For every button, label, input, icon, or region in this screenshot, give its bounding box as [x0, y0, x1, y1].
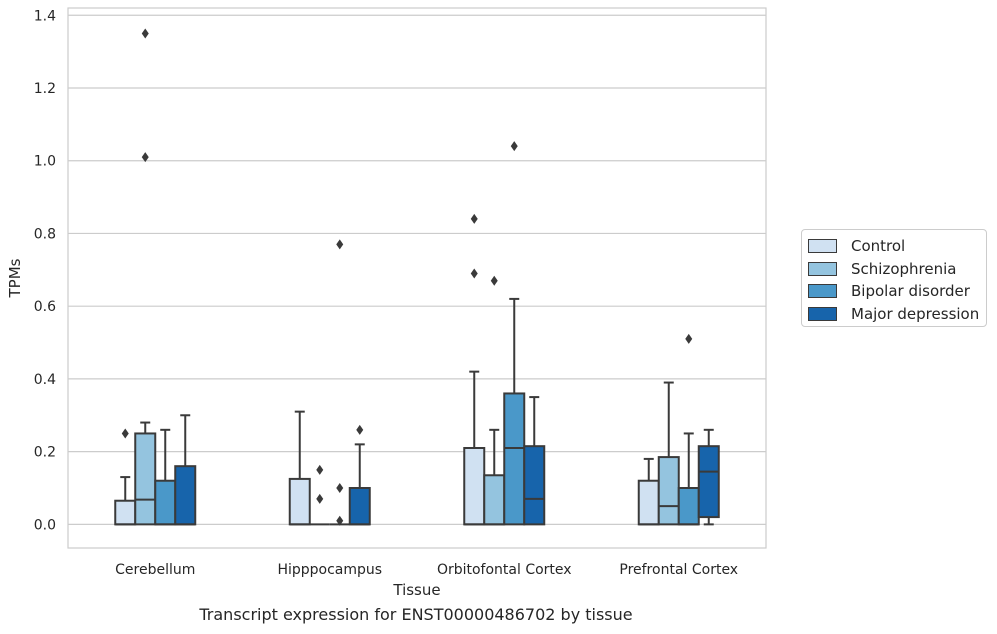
box	[657, 456, 680, 526]
outlier-point	[121, 428, 129, 439]
box	[174, 465, 197, 526]
box-major-depression-2	[523, 396, 546, 526]
box	[483, 474, 506, 526]
box-schizophrenia-0	[134, 28, 157, 526]
outlier-point	[336, 483, 344, 493]
outlier-point	[336, 515, 344, 526]
x-tick-label: Orbitofontal Cortex	[437, 562, 572, 578]
legend-swatch	[808, 261, 837, 276]
box	[503, 392, 526, 526]
box	[637, 479, 660, 526]
legend-label: Schizophrenia	[851, 259, 957, 278]
outlier-point	[141, 152, 149, 163]
y-tick-label: 0.0	[34, 517, 56, 533]
outlier-point	[316, 464, 324, 475]
y-tick-label: 0.8	[34, 226, 56, 242]
box-bipolar-disorder-1	[329, 239, 350, 526]
legend-swatch	[808, 239, 837, 254]
outlier-point	[470, 213, 478, 224]
legend-item: Bipolar disorder	[802, 280, 986, 303]
y-axis-label: TPMs	[6, 258, 24, 298]
outlier-point	[470, 268, 478, 279]
outlier-point	[490, 275, 498, 286]
outlier-point	[356, 424, 364, 435]
box-major-depression-0	[174, 414, 197, 526]
legend-item: Schizophrenia	[802, 258, 986, 281]
y-tick-label: 0.2	[34, 445, 56, 461]
legend-swatch	[808, 306, 837, 321]
legend-label: Control	[851, 237, 906, 256]
box-control-1	[288, 410, 311, 526]
outlier-point	[141, 28, 149, 39]
box	[288, 477, 311, 526]
legend-item: Control	[802, 235, 986, 258]
outlier-point	[685, 333, 693, 344]
box-control-3	[637, 457, 660, 526]
legend-label: Bipolar disorder	[851, 282, 970, 301]
y-tick-label: 1.2	[34, 81, 56, 97]
box-schizophrenia-1	[309, 464, 330, 526]
x-tick-label: Cerebellum	[115, 562, 195, 578]
box	[154, 479, 177, 526]
box-major-depression-1	[348, 424, 371, 526]
x-tick-label: Prefrontal Cortex	[619, 562, 738, 578]
box	[463, 447, 486, 526]
legend-swatch	[808, 284, 837, 299]
outlier-point	[510, 141, 518, 152]
y-tick-label: 0.6	[34, 299, 56, 315]
box	[114, 499, 137, 526]
legend-item: Major depression	[802, 303, 986, 326]
box-control-0	[114, 428, 137, 526]
outlier-point	[336, 239, 344, 250]
legend-label: Major depression	[851, 304, 980, 323]
y-tick-label: 1.0	[34, 154, 56, 170]
box-major-depression-3	[697, 428, 720, 526]
box	[523, 445, 546, 526]
legend: Control Schizophrenia Bipolar disorder Majo…	[801, 229, 987, 327]
x-tick-label: Hipppocampus	[277, 562, 382, 578]
y-tick-label: 1.4	[34, 8, 56, 24]
y-tick-label: 0.4	[34, 372, 56, 388]
x-axis-label: Tissue	[392, 581, 440, 599]
box	[134, 432, 157, 526]
outlier-point	[316, 493, 324, 504]
chart-caption: Transcript expression for ENST0000048670…	[199, 605, 633, 624]
box-schizophrenia-2	[483, 275, 506, 526]
box	[348, 487, 371, 526]
box	[677, 487, 700, 526]
box-schizophrenia-3	[657, 381, 680, 526]
box	[697, 445, 720, 519]
